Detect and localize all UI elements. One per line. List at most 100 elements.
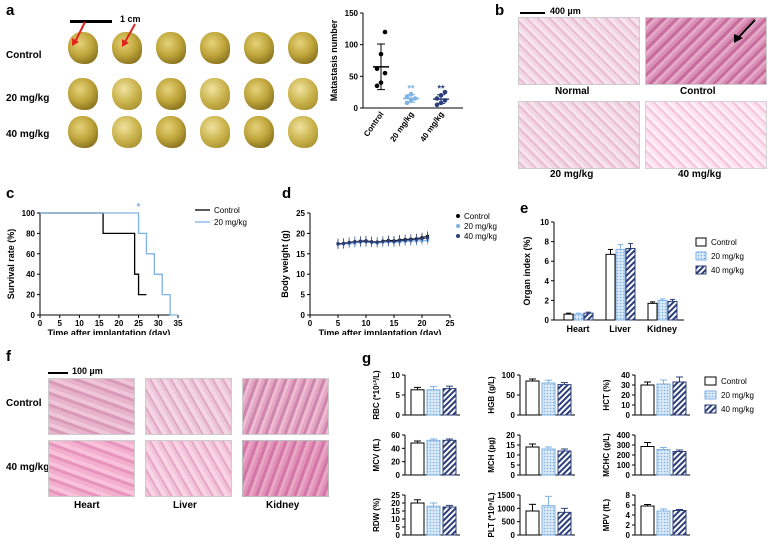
bar (605, 253, 616, 321)
lung-photo (68, 78, 98, 110)
legend-swatch (695, 265, 707, 275)
y-axis-label: HCT (%) (602, 379, 611, 410)
y-tick-label: 40 (621, 371, 630, 380)
lung-photo (112, 116, 142, 148)
y-tick-label: 20 (621, 391, 630, 400)
bar (583, 312, 594, 321)
bar (426, 505, 441, 536)
y-tick-label: 15 (506, 441, 515, 450)
x-tick-label: Heart (566, 324, 589, 334)
bar (541, 505, 556, 536)
panel-letter-b: b (495, 2, 505, 19)
y-tick-label: 0 (396, 471, 401, 480)
histology-kidney-control (242, 378, 329, 435)
y-tick-label: 10 (540, 218, 549, 227)
y-tick-label: 8 (626, 491, 631, 500)
legend-swatch (456, 214, 460, 218)
histology-normal (518, 17, 640, 85)
legend-label: Control (711, 238, 737, 247)
y-axis-label: MCH (pg) (487, 437, 496, 473)
histology-40 (645, 101, 767, 169)
bar (525, 510, 540, 536)
y-axis-label: Survival rate (%) (6, 229, 16, 300)
data-point (342, 242, 346, 246)
histology-liver-40 (145, 440, 232, 497)
histology-kidney-40 (242, 440, 329, 497)
bar (656, 449, 671, 476)
y-tick-label: 0 (626, 531, 631, 540)
legend-swatch (704, 404, 717, 414)
data-point (364, 239, 368, 244)
y-tick-label: 4 (626, 511, 631, 520)
chart-bodyweight: 0 5 10 15 20 25 0 5 10 15 20 25 Body weight (g) Time … (280, 209, 497, 335)
row-label-40-a: 40 mg/kg (6, 129, 50, 140)
y-tick-label: 10 (621, 401, 630, 410)
y-tick-label: 15 (296, 250, 305, 259)
legend-label: 20 mg/kg (721, 391, 754, 400)
y-axis-label: MCV (fL) (372, 438, 381, 471)
bar (410, 389, 425, 416)
x-axis-label: Time after implantation (day) (319, 328, 442, 335)
bar (625, 247, 636, 321)
lung-photo (112, 78, 142, 110)
lung-photo (68, 32, 98, 64)
y-tick-label: 6 (626, 501, 631, 510)
y-axis-label: MPV (fL) (602, 498, 611, 531)
label-normal-b: Normal (555, 86, 590, 97)
y-tick-label: 50 (349, 72, 358, 81)
y-tick-label: 15 (391, 507, 400, 516)
bar (656, 510, 671, 536)
bar (525, 446, 540, 476)
y-tick-label: 40 (391, 444, 400, 453)
panel-letter-e: e (520, 200, 529, 217)
row-label-40-f: 40 mg/kg (6, 462, 50, 473)
bar (672, 451, 687, 476)
y-tick-label: 50 (506, 391, 515, 400)
significance-label: ** (407, 84, 415, 94)
y-axis-label: Matastasis number (329, 19, 339, 101)
y-tick-label: 80 (26, 229, 35, 238)
y-tick-label: 500 (502, 518, 516, 527)
data-point (381, 239, 385, 244)
legend-label: 20 mg/kg (464, 222, 497, 231)
bar (656, 383, 671, 416)
x-tick-label: 0 (38, 319, 43, 328)
y-tick-label: 5 (396, 391, 401, 400)
x-tick-label: 40 mg/kg (418, 110, 445, 144)
legend-swatch (456, 234, 460, 238)
data-point (404, 100, 410, 106)
bar (426, 439, 441, 476)
y-tick-label: 20 (506, 431, 515, 440)
x-tick-label: 5 (57, 319, 62, 328)
data-point (426, 236, 430, 240)
bar (573, 313, 584, 321)
data-point (404, 94, 410, 99)
label-40-b: 40 mg/kg (678, 169, 722, 180)
y-tick-label: 2 (626, 521, 631, 530)
y-axis-label: Organ index (%) (522, 236, 532, 305)
bar (640, 446, 655, 476)
lung-photo (68, 116, 98, 148)
lung-photo (244, 32, 274, 64)
histology-heart-40 (48, 440, 135, 497)
data-point (347, 241, 351, 245)
col-label-liver: Liver (173, 500, 197, 511)
y-tick-label: 25 (296, 209, 305, 218)
legend-label: 40 mg/kg (464, 232, 497, 241)
x-tick-label: 30 (154, 319, 163, 328)
y-tick-label: 10 (391, 515, 400, 524)
x-tick-label: 20 mg/kg (388, 110, 415, 144)
y-tick-label: 30 (621, 381, 630, 390)
y-tick-label: 0 (511, 471, 516, 480)
y-tick-label: 400 (617, 431, 631, 440)
bar (557, 511, 572, 536)
legend-label: 40 mg/kg (711, 266, 744, 275)
y-tick-label: 25 (391, 491, 400, 500)
y-axis-label: PLT (*10⁹/L) (487, 492, 496, 537)
row-label-control-a: Control (6, 50, 42, 61)
histology-20 (518, 101, 640, 169)
significance-label: * (137, 202, 141, 213)
bar (557, 384, 572, 416)
y-tick-label: 10 (506, 451, 515, 460)
row-label-control-f: Control (6, 398, 42, 409)
